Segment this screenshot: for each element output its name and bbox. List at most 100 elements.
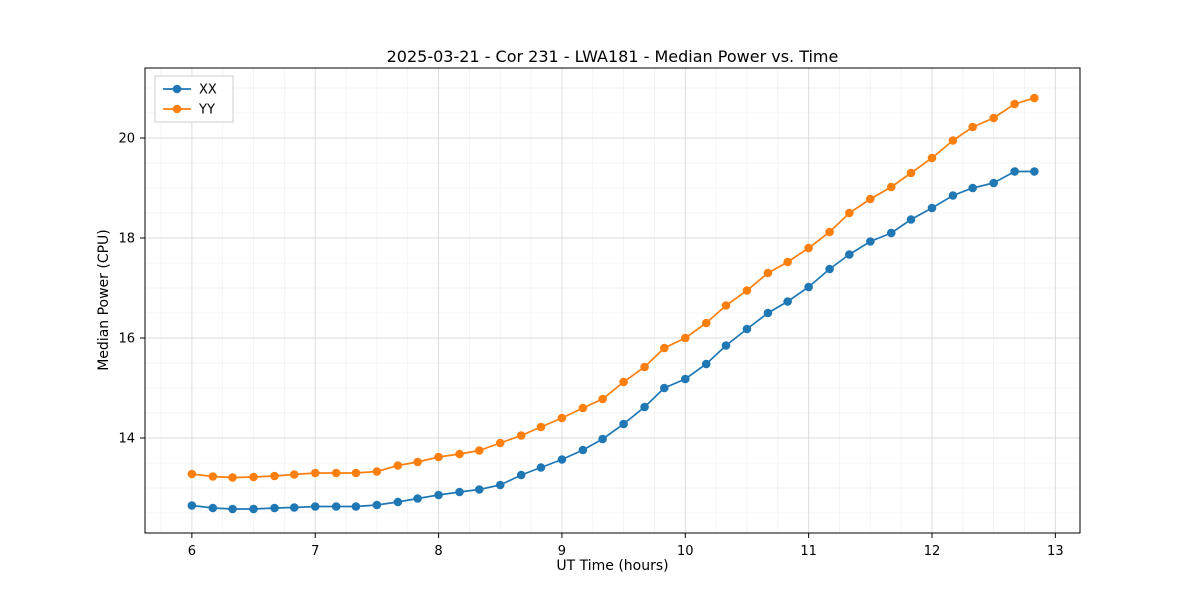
- x-tick-label: 11: [800, 544, 817, 559]
- major-grid: [145, 68, 1080, 533]
- series-YY-marker: [866, 194, 875, 204]
- series-YY-marker: [680, 333, 690, 343]
- series-YY-marker: [351, 468, 361, 478]
- series-XX-marker: [660, 383, 669, 393]
- series-XX-marker: [886, 228, 896, 238]
- series-YY-marker: [660, 343, 669, 353]
- series-XX-marker: [1010, 167, 1019, 176]
- y-axis-label: Median Power (CPU): [96, 229, 112, 371]
- series-YY-marker: [640, 362, 649, 372]
- series-YY-marker: [804, 243, 813, 253]
- series-XX-marker: [640, 402, 649, 412]
- series-XX-marker: [906, 215, 916, 224]
- series-XX-marker: [721, 341, 731, 350]
- series-XX-marker: [783, 297, 792, 306]
- series-YY-marker: [536, 422, 546, 432]
- series-YY-marker: [310, 468, 320, 478]
- series-YY-marker: [906, 168, 916, 178]
- series-XX-marker: [434, 490, 443, 500]
- legend-label: XX: [199, 83, 217, 98]
- series-XX-marker: [968, 183, 977, 193]
- series-XX-marker: [742, 324, 752, 334]
- series-YY-marker: [249, 472, 258, 482]
- series-YY-marker: [1010, 99, 1019, 109]
- series-XX-marker: [393, 497, 403, 507]
- series-YY-marker: [886, 182, 896, 192]
- legend-marker: [172, 104, 182, 114]
- series-XX-marker: [536, 463, 546, 472]
- x-tick-label: 10: [677, 544, 694, 559]
- x-tick-label: 6: [188, 544, 196, 559]
- chart-title: 2025-03-21 - Cor 231 - LWA181 - Median P…: [386, 47, 839, 66]
- series-YY-marker: [455, 449, 464, 459]
- legend: XX YY: [154, 75, 234, 123]
- series-YY-marker: [783, 257, 792, 267]
- series-YY-marker: [598, 394, 607, 404]
- series-YY-marker: [474, 446, 484, 455]
- series-XX-marker: [413, 494, 422, 503]
- y-tick-label: 18: [118, 232, 135, 247]
- legend-label: YY: [198, 103, 215, 118]
- series-XX-marker: [208, 503, 218, 513]
- series-XX-marker: [763, 308, 773, 318]
- series-XX-marker: [351, 502, 361, 511]
- x-tick-label: 9: [558, 544, 566, 559]
- axes-frame: [144, 67, 1081, 534]
- series-YY-marker: [270, 471, 279, 481]
- x-tick-label: 13: [1047, 544, 1064, 559]
- series-YY-marker: [948, 136, 958, 145]
- legend-marker: [172, 84, 182, 94]
- series-YY-marker: [845, 208, 854, 218]
- series-XX-marker: [680, 374, 690, 384]
- series-YY-marker: [825, 227, 834, 237]
- series-XX-marker: [948, 191, 958, 200]
- series-YY-marker: [434, 452, 443, 462]
- series-XX-marker: [804, 282, 813, 292]
- series-XX-marker: [845, 250, 854, 259]
- tick-marks: [140, 137, 1056, 538]
- series-XX-marker: [578, 445, 588, 455]
- series-XX: [187, 167, 1039, 514]
- series-XX-marker: [474, 485, 484, 494]
- series-YY: [187, 93, 1039, 482]
- series-YY-marker: [742, 286, 752, 295]
- series-XX-marker: [455, 487, 464, 497]
- tick-labels: 6 7 8 9 10 11 12 13 14 16 18 20: [118, 132, 1063, 560]
- series-XX-marker: [619, 419, 628, 429]
- series-XX-marker: [310, 502, 320, 511]
- series-YY-marker: [372, 467, 382, 476]
- series-YY-marker: [557, 413, 567, 423]
- series-XX-marker: [825, 264, 834, 274]
- series-XX-marker: [495, 480, 505, 490]
- series-YY-marker: [495, 438, 505, 448]
- series-YY-marker: [516, 431, 526, 440]
- x-tick-label: 7: [311, 544, 319, 559]
- series-XX-marker: [701, 359, 711, 369]
- series-XX-marker: [372, 500, 382, 510]
- x-tick-label: 12: [924, 544, 941, 559]
- series-XX-marker: [331, 502, 341, 511]
- series-YY-marker: [701, 318, 711, 328]
- series-YY-marker: [331, 468, 341, 478]
- series-YY-marker: [228, 473, 237, 482]
- series-XX-marker: [1030, 167, 1039, 176]
- series-XX-marker: [598, 434, 607, 444]
- x-axis-label: UT Time (hours): [556, 558, 669, 574]
- series-XX-marker: [866, 237, 875, 246]
- series-XX-marker: [927, 203, 937, 213]
- series-XX-marker: [187, 501, 197, 510]
- series-XX-marker: [228, 504, 237, 514]
- series-YY-marker: [927, 153, 937, 163]
- y-tick-label: 20: [118, 132, 135, 147]
- series-YY-marker: [721, 301, 731, 310]
- series-YY-marker: [578, 403, 588, 413]
- x-tick-label: 8: [434, 544, 442, 559]
- series-XX-marker: [989, 178, 998, 188]
- series-YY-marker: [289, 470, 299, 479]
- series-YY-marker: [208, 472, 218, 481]
- series-XX-marker: [289, 503, 299, 512]
- series-YY-marker: [968, 122, 977, 132]
- series-YY-marker: [989, 113, 998, 123]
